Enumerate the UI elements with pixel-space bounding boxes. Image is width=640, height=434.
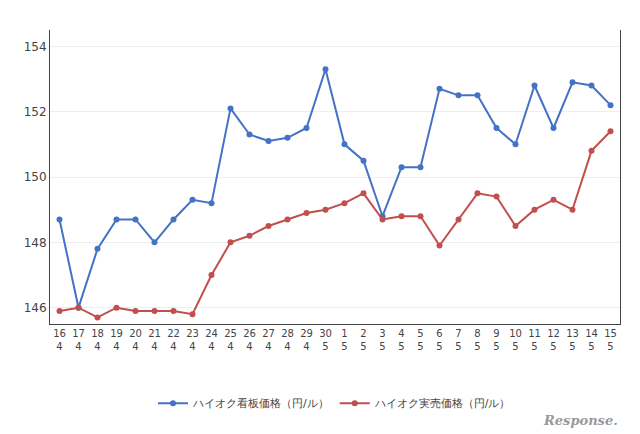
svg-text:25: 25	[360, 328, 366, 352]
svg-text:115: 115	[528, 328, 541, 352]
svg-text:135: 135	[566, 328, 579, 352]
svg-text:Response.: Response.	[543, 413, 618, 428]
svg-text:ハイオク実売価格（円/ル）: ハイオク実売価格（円/ル）	[374, 397, 511, 410]
svg-text:15: 15	[341, 328, 347, 352]
svg-text:95: 95	[493, 328, 499, 352]
svg-text:254: 254	[224, 328, 237, 352]
svg-text:174: 174	[72, 328, 85, 352]
svg-text:155: 155	[604, 328, 617, 352]
svg-text:85: 85	[474, 328, 480, 352]
svg-text:125: 125	[547, 328, 560, 352]
svg-text:224: 224	[167, 328, 180, 352]
svg-text:274: 274	[262, 328, 275, 352]
svg-text:305: 305	[319, 328, 332, 352]
svg-text:164: 164	[53, 328, 66, 352]
svg-text:45: 45	[398, 328, 404, 352]
svg-text:264: 264	[243, 328, 256, 352]
svg-text:244: 244	[205, 328, 218, 352]
svg-text:105: 105	[509, 328, 522, 352]
svg-text:294: 294	[300, 328, 313, 352]
svg-text:55: 55	[417, 328, 423, 352]
svg-text:145: 145	[585, 328, 598, 352]
svg-text:150: 150	[24, 170, 47, 184]
svg-text:148: 148	[24, 236, 47, 250]
svg-text:204: 204	[129, 328, 142, 352]
svg-text:152: 152	[24, 105, 47, 119]
svg-text:184: 184	[91, 328, 104, 352]
svg-text:75: 75	[455, 328, 461, 352]
svg-text:ハイオク看板価格（円/ル）: ハイオク看板価格（円/ル）	[192, 397, 329, 410]
svg-text:65: 65	[436, 328, 442, 352]
svg-text:234: 234	[186, 328, 199, 352]
svg-text:214: 214	[148, 328, 161, 352]
svg-text:35: 35	[379, 328, 385, 352]
svg-text:146: 146	[24, 301, 47, 315]
svg-text:194: 194	[110, 328, 123, 352]
svg-text:284: 284	[281, 328, 294, 352]
svg-text:154: 154	[24, 40, 47, 54]
